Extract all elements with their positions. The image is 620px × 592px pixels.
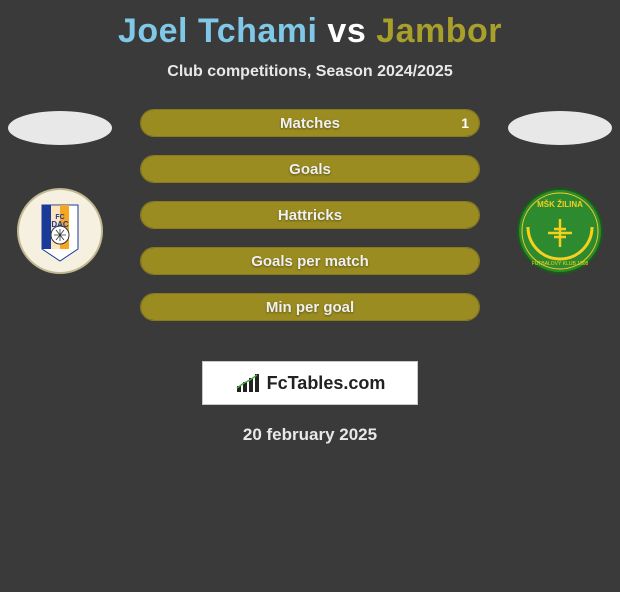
title-player2: Jambor — [376, 12, 502, 50]
bar-label: Goals per match — [251, 253, 369, 270]
subtitle: Club competitions, Season 2024/2025 — [0, 63, 620, 81]
bar-label: Matches — [280, 115, 340, 132]
bar-label: Hattricks — [278, 207, 342, 224]
player-left-column: FC DAC — [0, 109, 120, 275]
bar-value-right: 1 — [461, 115, 469, 131]
stat-row: Hattricks — [140, 201, 480, 229]
svg-text:DAC: DAC — [51, 220, 69, 229]
svg-text:MŠK ŽILINA: MŠK ŽILINA — [537, 200, 583, 209]
stats-area: FC DAC MŠK ŽILINA FUTBALOVÝ KLU — [0, 109, 620, 339]
player-silhouette-left — [8, 111, 112, 145]
club-badge-left: FC DAC — [16, 187, 104, 275]
player-silhouette-right — [508, 111, 612, 145]
stat-bars: Matches 1 Goals Hattricks Goals per match Min… — [140, 109, 480, 321]
fctables-logo: FcTables.com — [202, 361, 418, 405]
page-title: Joel Tchami vs Jambor — [0, 12, 620, 51]
svg-text:FUTBALOVÝ KLUB 1908: FUTBALOVÝ KLUB 1908 — [532, 260, 589, 267]
stat-row: Matches 1 — [140, 109, 480, 137]
club-badge-right: MŠK ŽILINA FUTBALOVÝ KLUB 1908 — [516, 187, 604, 275]
bar-label: Min per goal — [266, 299, 354, 316]
title-vs: vs — [317, 12, 376, 50]
bar-fill-right — [310, 156, 479, 182]
stat-row: Min per goal — [140, 293, 480, 321]
player-right-column: MŠK ŽILINA FUTBALOVÝ KLUB 1908 — [500, 109, 620, 275]
title-player1: Joel Tchami — [118, 12, 318, 50]
stat-row: Goals — [140, 155, 480, 183]
bar-fill-left — [141, 156, 310, 182]
logo-text: FcTables.com — [267, 373, 386, 394]
zilina-badge-icon: MŠK ŽILINA FUTBALOVÝ KLUB 1908 — [516, 187, 604, 275]
bar-chart-icon — [235, 372, 261, 394]
date-text: 20 february 2025 — [0, 425, 620, 445]
stat-row: Goals per match — [140, 247, 480, 275]
dac-badge-icon: FC DAC — [16, 187, 104, 275]
bar-label: Goals — [289, 161, 331, 178]
